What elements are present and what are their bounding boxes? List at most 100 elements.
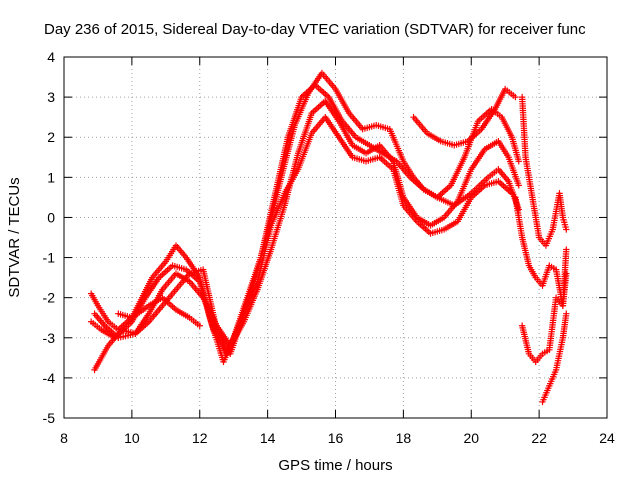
data-point	[440, 214, 448, 221]
data-point	[389, 166, 397, 173]
data-point	[518, 234, 526, 241]
data-point	[535, 234, 543, 241]
data-point	[267, 246, 275, 253]
data-point	[172, 242, 180, 249]
data-point	[400, 158, 407, 165]
data-point	[518, 93, 526, 101]
data-point	[410, 113, 417, 121]
data-point	[349, 142, 356, 149]
y-tick-label: 4	[47, 49, 55, 65]
data-point	[552, 294, 560, 301]
data-point	[155, 274, 163, 281]
x-tick-label: 24	[599, 430, 615, 446]
data-point	[485, 174, 492, 181]
data-point	[196, 322, 203, 329]
data-point	[423, 130, 431, 137]
data-point	[495, 178, 502, 185]
data-point	[508, 190, 516, 197]
data-point	[254, 278, 261, 285]
data-point	[115, 310, 122, 317]
data-point	[359, 126, 366, 133]
data-point	[186, 314, 193, 321]
data-point	[182, 266, 190, 273]
data-point	[434, 194, 441, 201]
data-point	[132, 330, 139, 337]
data-point	[420, 186, 427, 193]
data-point	[481, 146, 489, 153]
data-point	[532, 274, 539, 281]
data-point	[159, 286, 166, 293]
y-axis-label: SDTVAR / TECUs	[6, 177, 23, 297]
data-point	[552, 266, 560, 273]
data-point	[552, 366, 560, 374]
x-tick-label: 20	[463, 430, 479, 446]
series-9	[518, 270, 570, 366]
data-point	[91, 366, 98, 374]
data-point	[94, 302, 102, 309]
data-point	[101, 322, 108, 329]
data-point	[362, 150, 370, 157]
data-point	[104, 342, 112, 349]
data-point	[546, 346, 553, 354]
y-tick-label: 2	[47, 129, 55, 145]
data-point	[220, 358, 227, 366]
data-point	[515, 182, 522, 189]
data-point	[308, 130, 315, 137]
y-tick-label: 1	[47, 169, 55, 185]
data-point	[118, 326, 125, 333]
data-point	[413, 218, 421, 225]
data-point	[267, 222, 275, 229]
data-point	[104, 318, 112, 325]
data-point	[522, 154, 529, 161]
data-point	[227, 350, 234, 358]
data-point	[159, 302, 166, 309]
data-point	[91, 310, 98, 317]
data-point	[325, 93, 332, 101]
y-tick-label: -3	[43, 330, 56, 346]
data-point	[498, 113, 505, 121]
data-point	[142, 294, 149, 301]
data-point	[437, 138, 444, 145]
x-tick-label: 22	[531, 430, 547, 446]
data-point	[529, 194, 536, 201]
x-tick-label: 14	[260, 430, 276, 446]
series-5	[115, 294, 203, 329]
data-point	[376, 142, 383, 149]
data-point	[332, 85, 339, 93]
data-point	[199, 294, 207, 301]
chart-title: Day 236 of 2015, Sidereal Day-to-day VTE…	[44, 21, 586, 38]
data-point	[149, 274, 156, 281]
series-10	[539, 310, 570, 406]
x-tick-label: 18	[396, 430, 412, 446]
data-point	[563, 310, 570, 317]
x-tick-label: 10	[124, 430, 140, 446]
data-point	[169, 262, 176, 269]
series-7	[518, 93, 570, 249]
data-point	[427, 222, 434, 229]
data-point	[284, 134, 292, 141]
data-point	[542, 242, 550, 249]
data-point	[505, 154, 512, 161]
data-point	[172, 306, 180, 313]
y-tick-label: -4	[43, 370, 56, 386]
data-point	[556, 190, 563, 197]
data-point	[335, 134, 343, 141]
data-point	[349, 154, 356, 161]
series-4	[91, 113, 516, 374]
data-point	[294, 150, 302, 157]
data-point	[98, 326, 105, 333]
data-point	[345, 109, 353, 117]
data-point	[172, 270, 180, 277]
data-point	[563, 226, 570, 233]
data-point	[532, 358, 539, 366]
data-point	[335, 117, 343, 125]
data-point	[240, 310, 248, 317]
data-point	[539, 350, 546, 358]
data-point	[400, 202, 407, 209]
data-point	[318, 69, 326, 77]
data-point	[281, 202, 288, 209]
x-tick-label: 12	[192, 430, 208, 446]
data-point	[145, 318, 153, 325]
data-points	[87, 69, 570, 406]
data-point	[491, 105, 499, 113]
